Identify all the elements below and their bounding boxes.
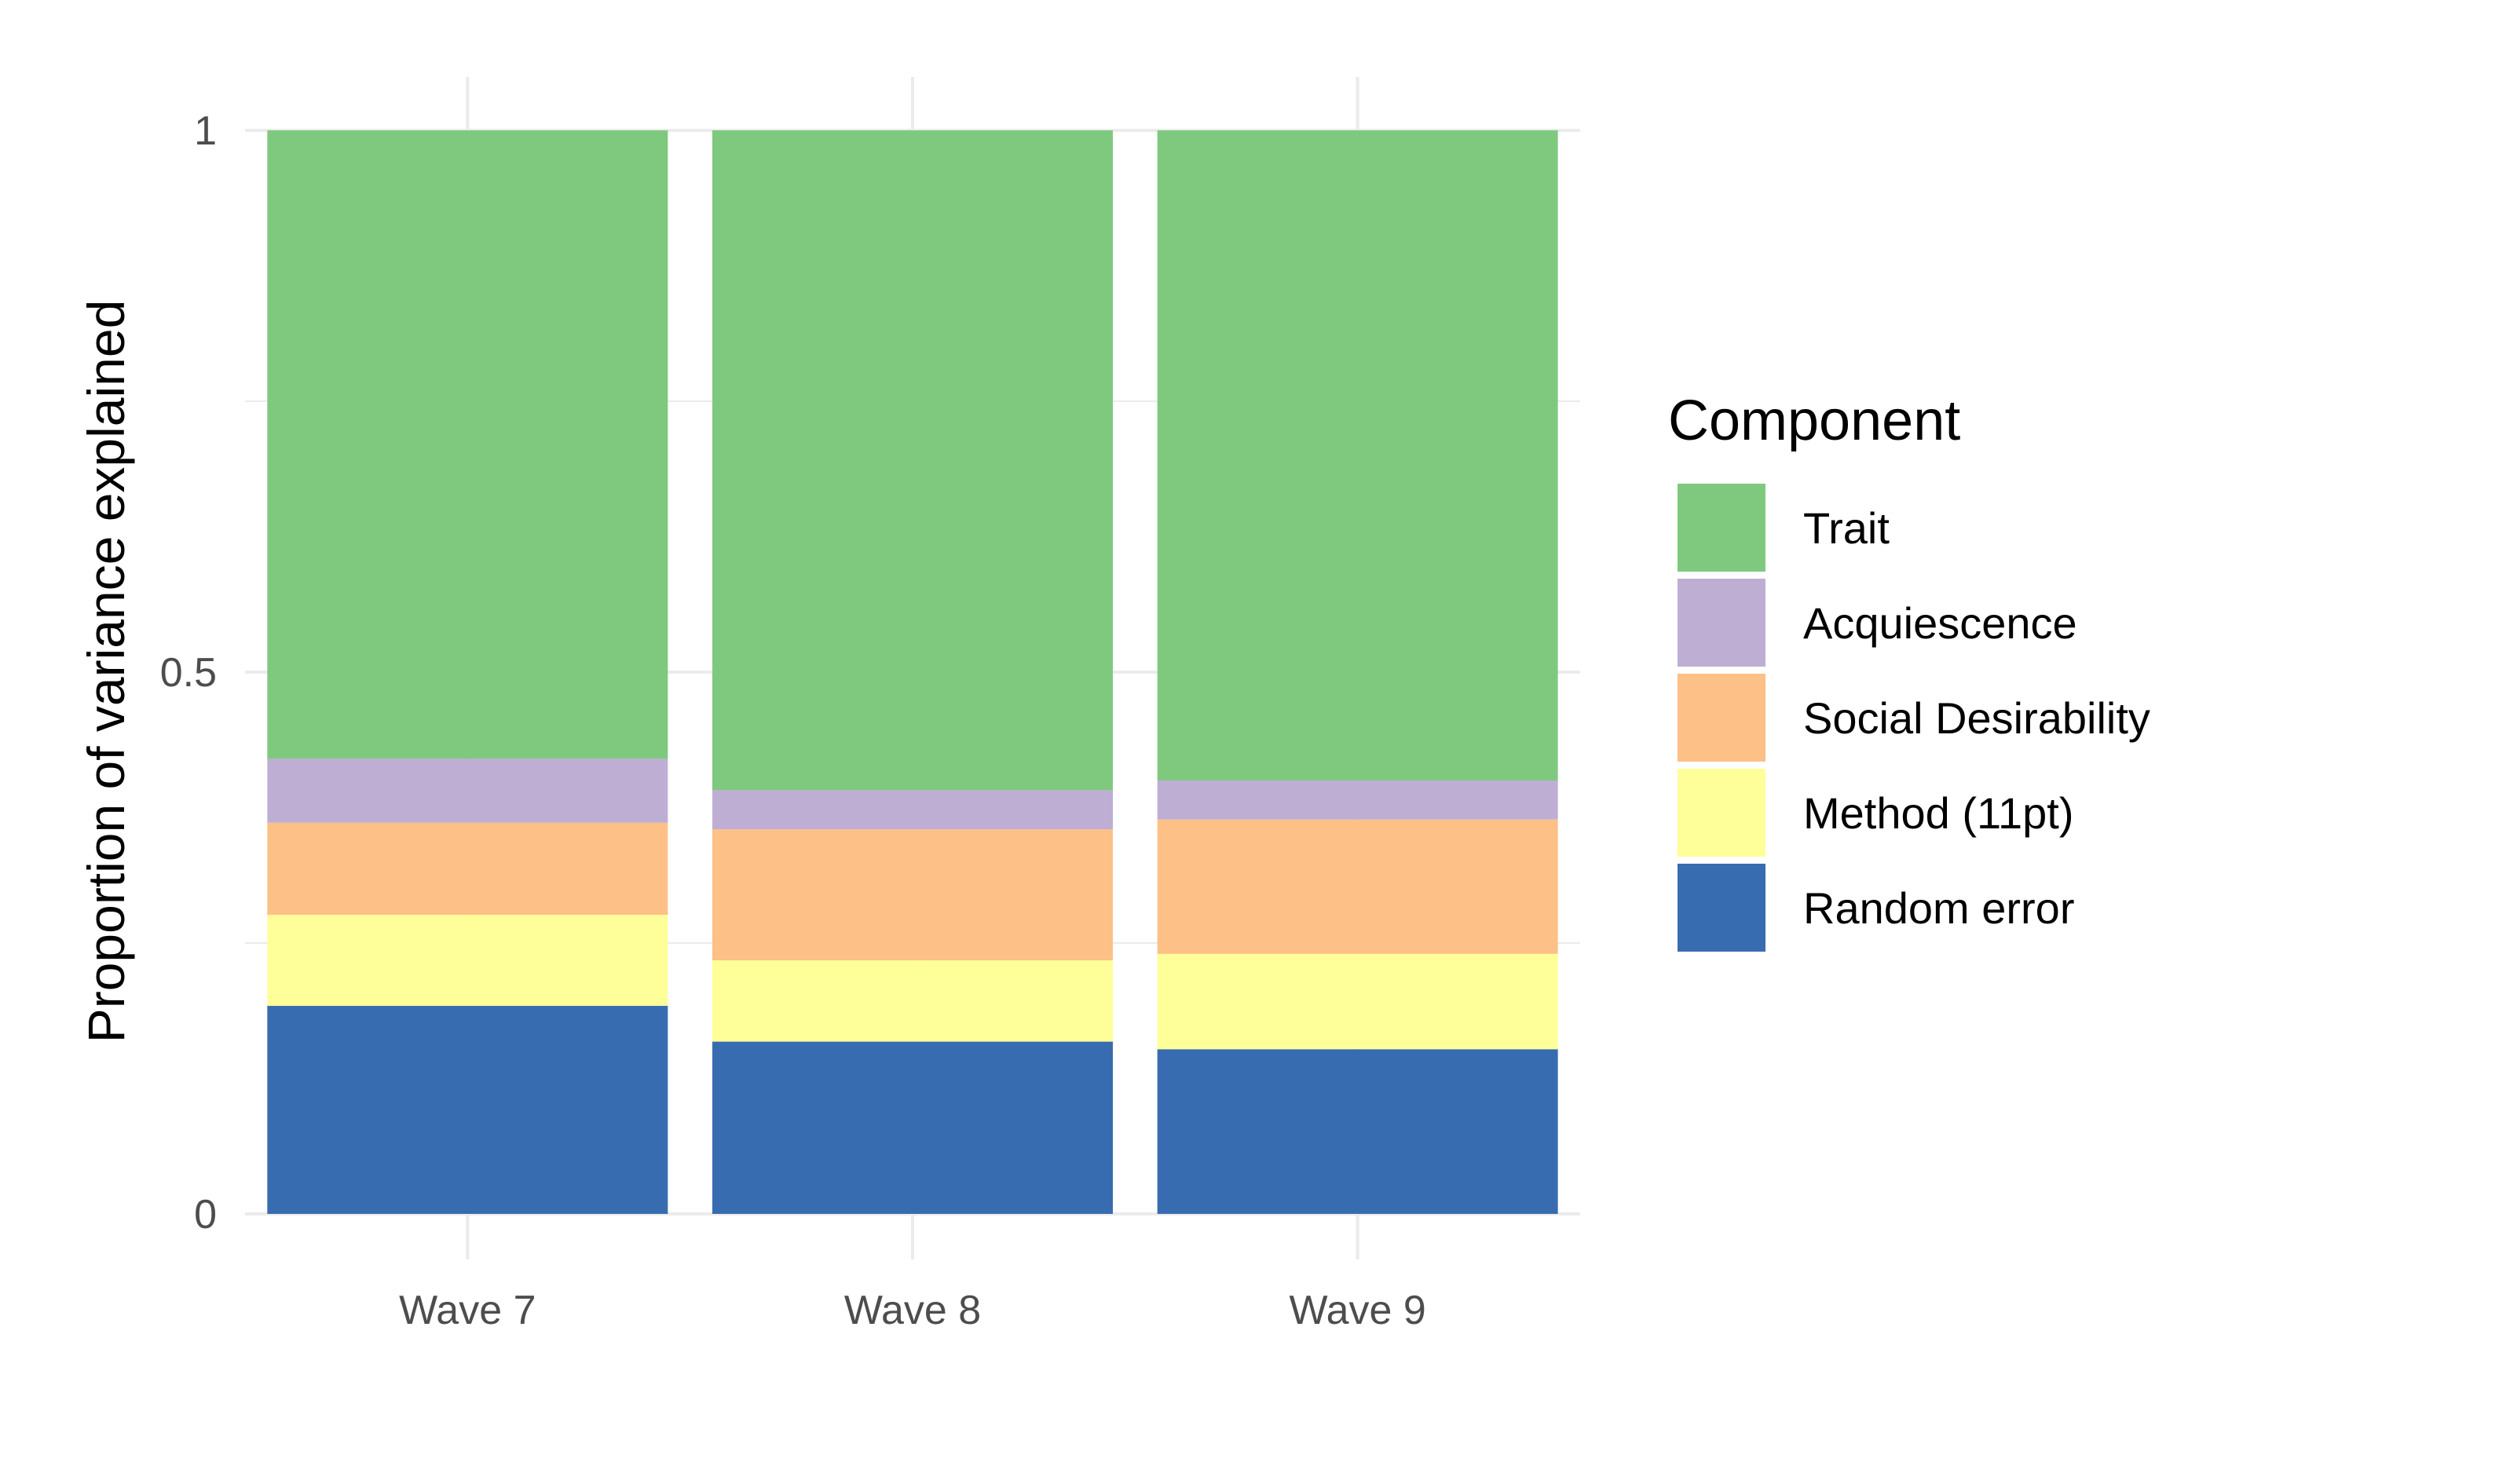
legend-swatch <box>1678 769 1765 857</box>
legend-swatch <box>1678 674 1765 762</box>
bar-segment <box>1157 780 1558 820</box>
legend-swatch <box>1678 864 1765 952</box>
legend-label: Acquiescence <box>1803 598 2077 648</box>
legend-label: Random error <box>1803 883 2074 933</box>
bar-segment <box>267 1006 668 1214</box>
legend-swatch <box>1678 484 1765 572</box>
bar-segment <box>712 1041 1113 1214</box>
bar-segment <box>712 829 1113 961</box>
y-tick-label: 0 <box>194 1192 217 1237</box>
legend-swatch <box>1678 579 1765 667</box>
legend-label: Trait <box>1803 503 1890 553</box>
legend-label: Social Desirability <box>1803 693 2150 743</box>
x-tick-label: Wave 8 <box>844 1288 981 1333</box>
legend: Component Trait Acquiescence Social Desira… <box>1668 389 2150 952</box>
bar-segment <box>267 758 668 823</box>
x-tick-label: Wave 7 <box>399 1288 536 1333</box>
bar-segment <box>1157 953 1558 1050</box>
bar-segment <box>267 915 668 1007</box>
bar-segment <box>1157 819 1558 954</box>
y-axis-label: Proportion of variance explained <box>77 300 135 1044</box>
bar-segment <box>1157 1049 1558 1214</box>
y-axis-ticks: 00.51 <box>160 108 217 1237</box>
bar-segment <box>712 960 1113 1042</box>
bar-segment <box>1157 130 1558 780</box>
bar-segment <box>712 130 1113 791</box>
legend-title: Component <box>1668 389 1960 452</box>
bar-segment <box>267 822 668 916</box>
bar-segment <box>267 130 668 759</box>
y-tick-label: 0.5 <box>160 650 217 696</box>
legend-label: Method (11pt) <box>1803 788 2073 838</box>
bars <box>267 130 1558 1214</box>
x-tick-label: Wave 9 <box>1289 1288 1425 1333</box>
bar-segment <box>712 790 1113 830</box>
x-axis-ticks: Wave 7 Wave 8 Wave 9 <box>399 1288 1426 1333</box>
y-tick-label: 1 <box>194 108 217 154</box>
